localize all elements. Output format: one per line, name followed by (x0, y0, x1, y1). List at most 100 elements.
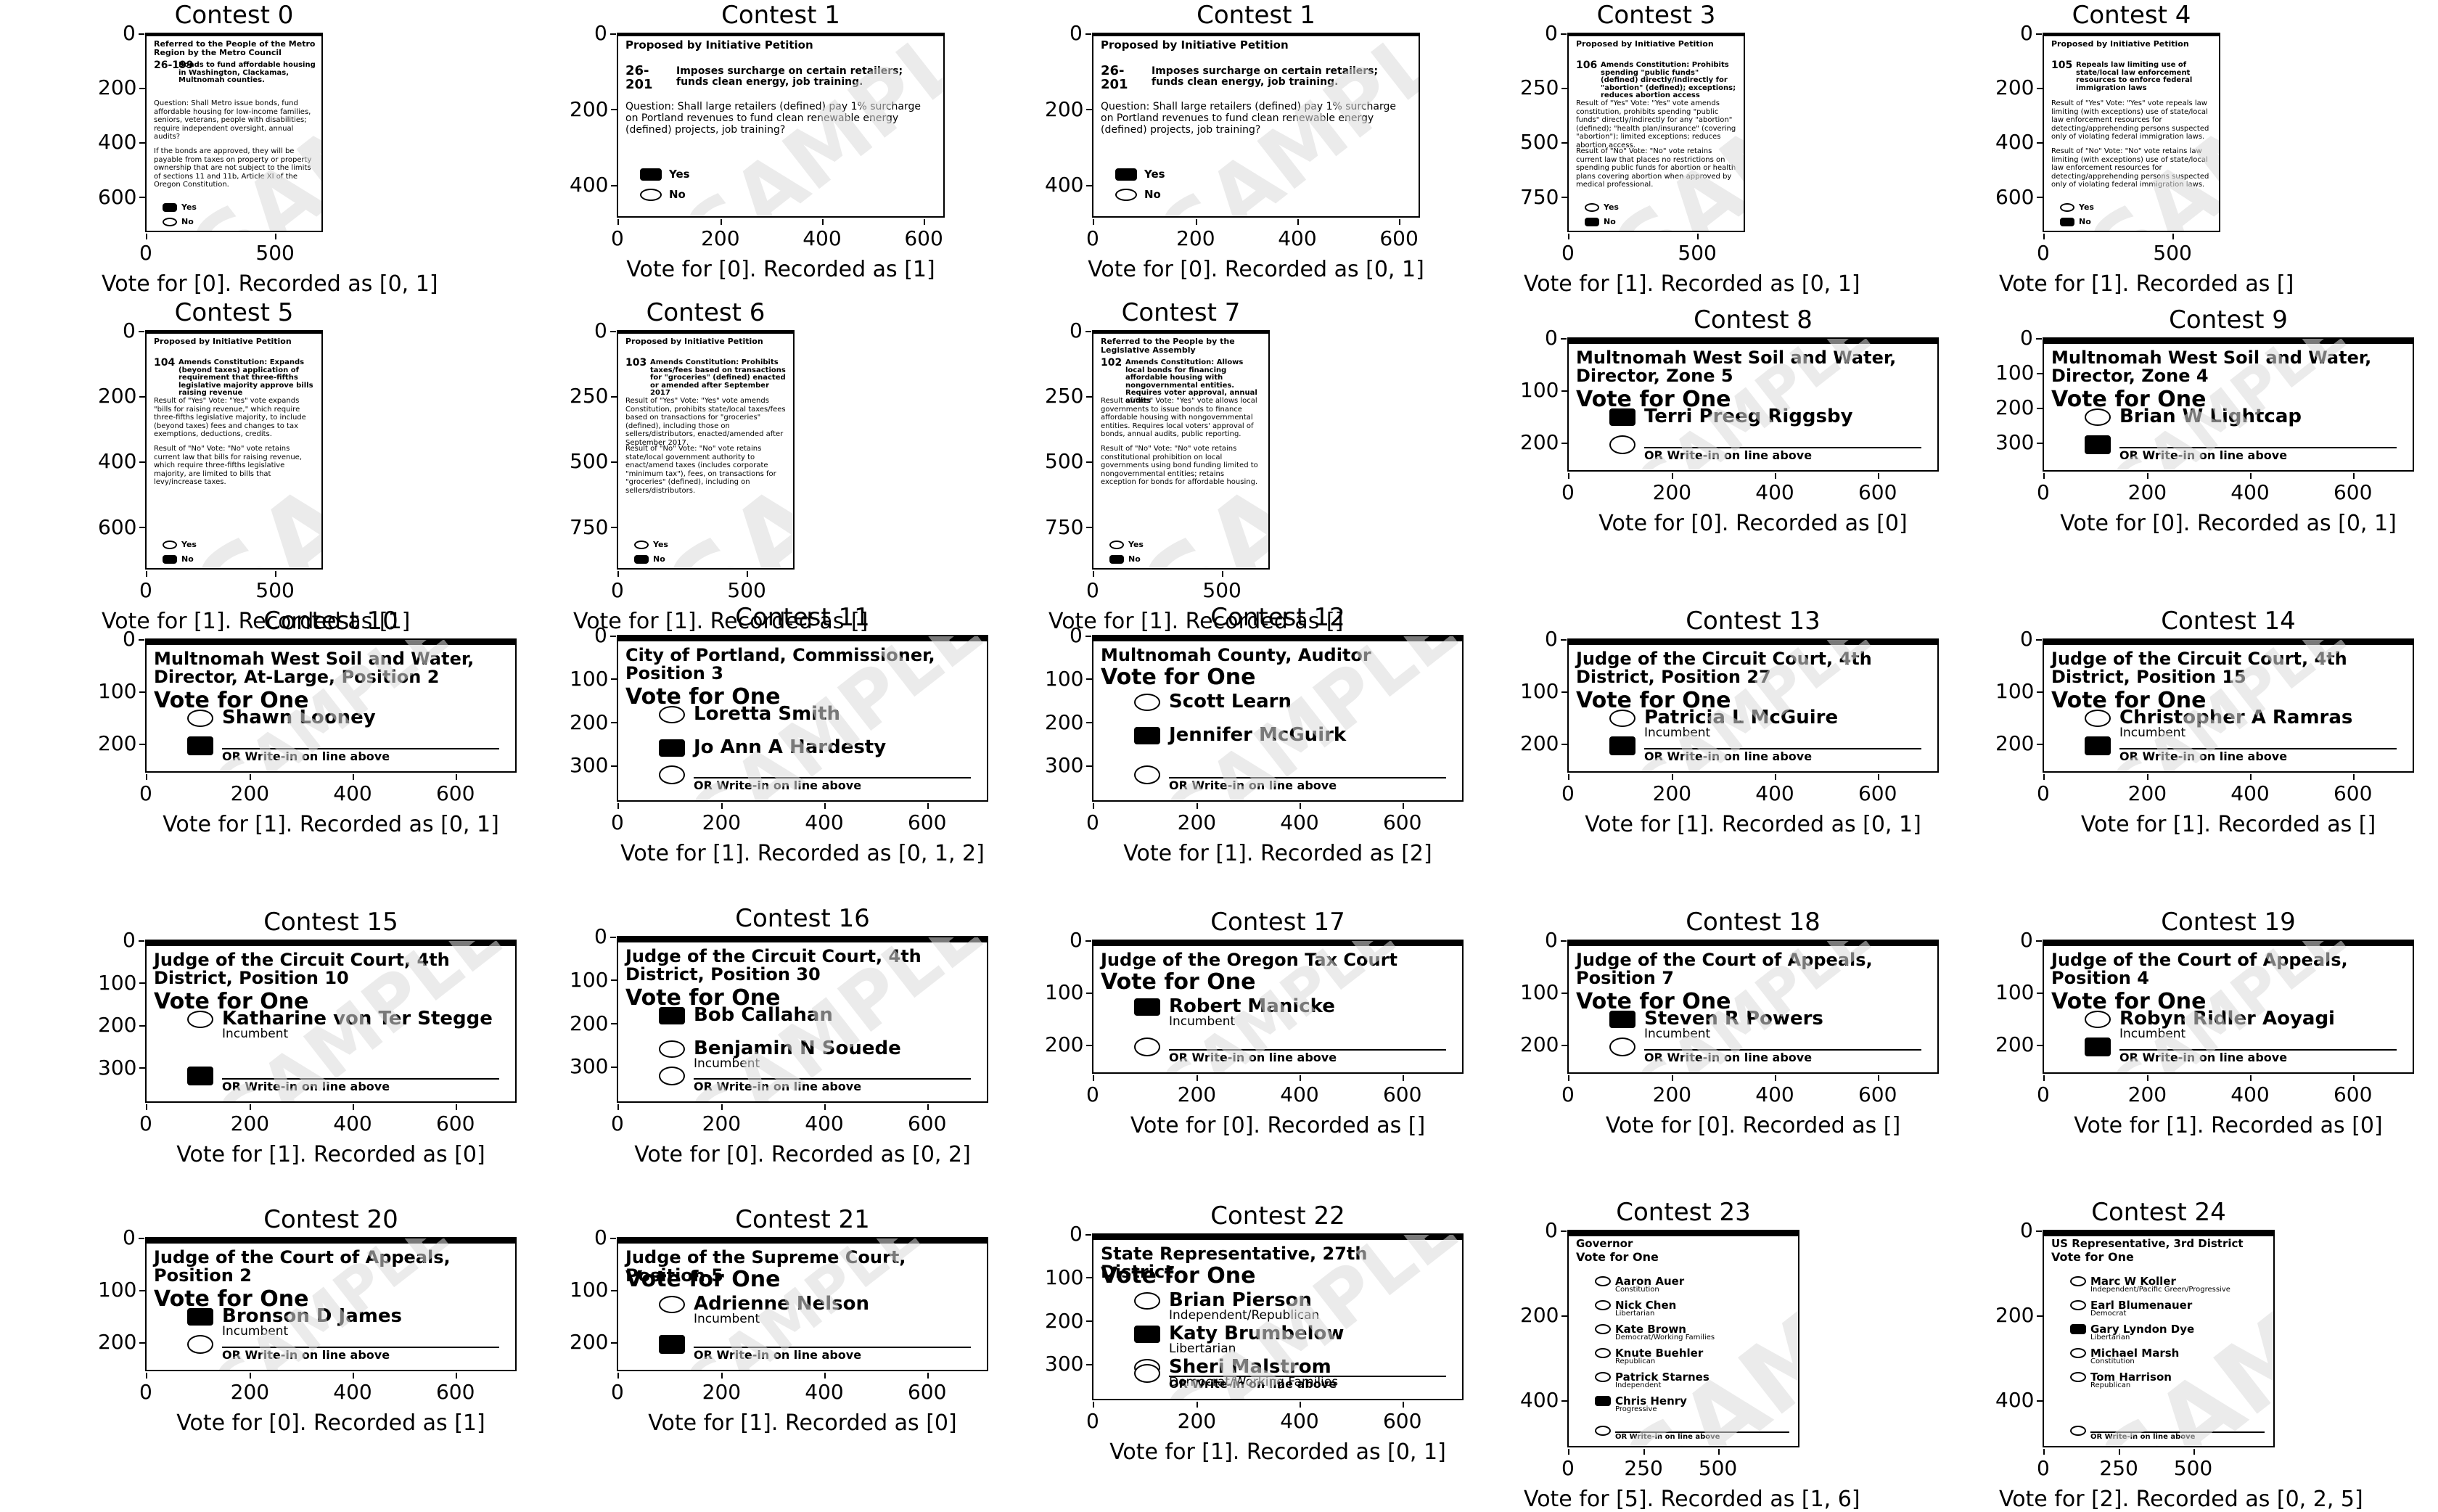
vote-bubble[interactable] (2060, 203, 2074, 212)
candidate-vote-bubble[interactable] (1134, 727, 1160, 744)
candidate-vote-bubble[interactable] (2070, 1276, 2086, 1286)
y-axis-tick-label: 0 (594, 924, 616, 948)
candidate-vote-bubble[interactable] (1595, 1276, 1611, 1286)
candidate-vote-bubble[interactable] (1595, 1396, 1611, 1406)
contest-title: Contest 15 (263, 908, 398, 937)
x-axis-tick-label: 0 (2037, 1449, 2050, 1480)
vote-bubble[interactable] (2060, 218, 2074, 226)
ballot-top-rule (2044, 339, 2413, 344)
write-in-vote-bubble[interactable] (1609, 736, 1635, 755)
candidate-party: Incumbent (222, 1027, 289, 1041)
candidate-vote-bubble[interactable] (1609, 710, 1635, 727)
candidate-vote-bubble[interactable] (659, 1296, 685, 1313)
vote-bubble[interactable] (1115, 168, 1137, 181)
write-in-vote-bubble[interactable] (659, 765, 685, 784)
candidate-vote-bubble[interactable] (2070, 1348, 2086, 1358)
vote-bubble[interactable] (1585, 218, 1599, 226)
write-in-label: OR Write-in on line above (222, 1348, 390, 1362)
vote-bubble[interactable] (163, 218, 177, 226)
write-in-vote-bubble[interactable] (2085, 736, 2111, 755)
ballot-top-rule (1093, 34, 1419, 36)
y-axis-tick-label: 200 (1995, 731, 2044, 756)
candidate-vote-bubble[interactable] (187, 710, 213, 727)
write-in-vote-bubble[interactable] (187, 736, 213, 755)
write-in-vote-bubble[interactable] (1134, 1364, 1160, 1383)
candidate-vote-bubble[interactable] (1609, 408, 1635, 426)
x-axis-tick-label: 200 (1652, 1075, 1692, 1106)
candidate-vote-bubble[interactable] (187, 1011, 213, 1028)
option-label: No (1604, 217, 1616, 226)
ballot-image-plot: Proposed by Initiative Petition 104 Amends… (145, 330, 323, 570)
write-in-vote-bubble[interactable] (187, 1335, 213, 1354)
candidate-vote-bubble[interactable] (2070, 1372, 2086, 1382)
candidate-vote-bubble[interactable] (1595, 1324, 1611, 1334)
vote-bubble[interactable] (1115, 189, 1137, 201)
write-in-vote-bubble[interactable] (1134, 1038, 1160, 1056)
option-label: No (2079, 217, 2091, 226)
x-axis-tick-label: 0 (2037, 1075, 2050, 1106)
vote-for-instruction: Vote for One (1576, 989, 1731, 1014)
write-in-vote-bubble[interactable] (2070, 1426, 2086, 1436)
y-axis-tick-label: 200 (98, 75, 147, 100)
ballot-image-plot: Judge of the Court of Appeals, Position … (1567, 940, 1939, 1074)
y-axis-tick-label: 100 (570, 1278, 618, 1302)
candidate-party: Libertarian (1169, 1342, 1236, 1356)
candidate-vote-bubble[interactable] (2085, 408, 2111, 426)
candidate-vote-bubble[interactable] (1134, 1292, 1160, 1310)
x-axis-tick-label: 200 (702, 1373, 742, 1404)
candidate-vote-bubble[interactable] (1134, 694, 1160, 711)
vote-bubble[interactable] (163, 541, 177, 549)
measure-header: Proposed by Initiative Petition (625, 38, 813, 52)
contest-panel: Contest 13 Judge of the Circuit Court, 4t… (1516, 599, 1946, 892)
candidate-vote-bubble[interactable] (659, 706, 685, 723)
vote-bubble[interactable] (634, 541, 649, 549)
vote-bubble[interactable] (640, 189, 662, 201)
contest-caption: Vote for [1]. Recorded as [] (573, 609, 869, 634)
ballot-top-rule (2044, 941, 2413, 946)
write-in-vote-bubble[interactable] (659, 1067, 685, 1085)
ballot-image-plot: Proposed by Initiative Petition 26-201 Imp… (617, 33, 945, 218)
vote-bubble[interactable] (634, 555, 649, 564)
write-in-vote-bubble[interactable] (1595, 1426, 1611, 1436)
x-axis-tick-label: 600 (907, 1104, 947, 1135)
vote-bubble[interactable] (1585, 203, 1599, 212)
contest-caption: Vote for [1]. Recorded as [0, 1] (1585, 812, 1921, 837)
candidate-vote-bubble[interactable] (1595, 1300, 1611, 1310)
candidate-vote-bubble[interactable] (1134, 1326, 1160, 1343)
vote-for-instruction: Vote for One (625, 985, 781, 1011)
candidate-name: Aaron Auer (1615, 1275, 1685, 1288)
write-in-vote-bubble[interactable] (1609, 435, 1635, 454)
candidate-vote-bubble[interactable] (2070, 1324, 2086, 1334)
y-axis-tick-label: 100 (570, 666, 618, 691)
write-in-vote-bubble[interactable] (2085, 435, 2111, 454)
y-axis-tick-label: 0 (1545, 928, 1567, 952)
ballot-crop: Judge of the Oregon Tax Court Vote for On… (1093, 941, 1462, 1072)
candidate-vote-bubble[interactable] (659, 1040, 685, 1058)
candidate-name: Christopher A Ramras (2119, 707, 2353, 728)
candidate-vote-bubble[interactable] (659, 739, 685, 757)
write-in-line (694, 777, 971, 778)
write-in-vote-bubble[interactable] (1134, 765, 1160, 784)
write-in-vote-bubble[interactable] (187, 1067, 213, 1085)
contest-panel: Contest 20 Judge of the Court of Appeals,… (94, 1197, 524, 1491)
candidate-vote-bubble[interactable] (1595, 1348, 1611, 1358)
vote-bubble[interactable] (163, 555, 177, 564)
write-in-line (222, 1347, 499, 1348)
candidate-vote-bubble[interactable] (187, 1308, 213, 1326)
candidate-vote-bubble[interactable] (659, 1007, 685, 1024)
candidate-vote-bubble[interactable] (2085, 1011, 2111, 1028)
write-in-vote-bubble[interactable] (1609, 1038, 1635, 1056)
vote-bubble[interactable] (163, 203, 177, 212)
contest-caption: Vote for [1]. Recorded as [] (1999, 271, 2294, 297)
write-in-vote-bubble[interactable] (2085, 1038, 2111, 1056)
vote-bubble[interactable] (1109, 555, 1124, 564)
vote-bubble[interactable] (640, 168, 662, 181)
candidate-vote-bubble[interactable] (1134, 998, 1160, 1016)
write-in-vote-bubble[interactable] (659, 1335, 685, 1354)
candidate-vote-bubble[interactable] (2085, 710, 2111, 727)
y-axis-tick-label: 300 (570, 753, 618, 778)
candidate-vote-bubble[interactable] (1595, 1372, 1611, 1382)
candidate-vote-bubble[interactable] (1609, 1011, 1635, 1028)
candidate-vote-bubble[interactable] (2070, 1300, 2086, 1310)
vote-bubble[interactable] (1109, 541, 1124, 549)
